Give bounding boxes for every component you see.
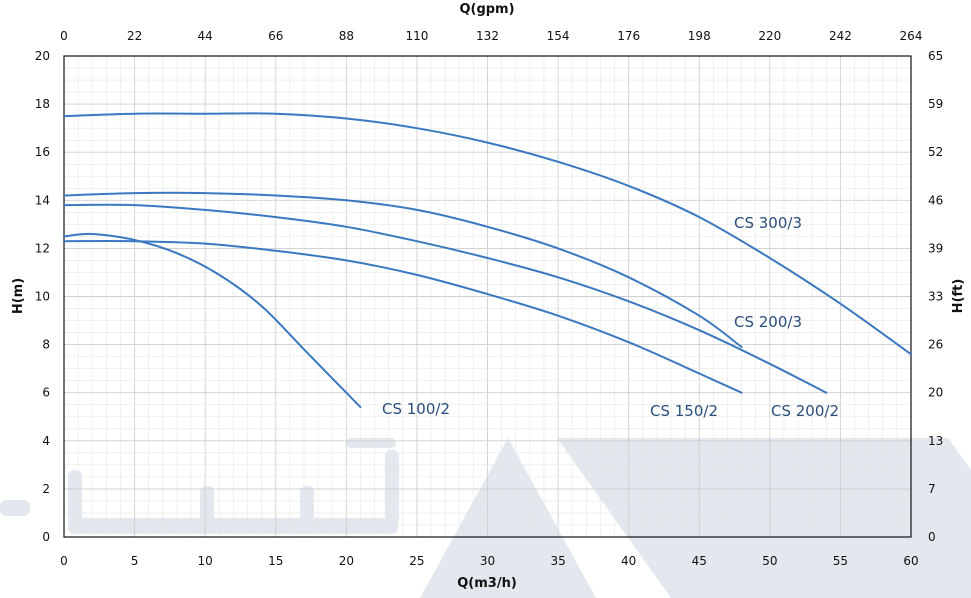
x2-axis-title: Q(gpm) <box>459 2 514 17</box>
y2-tick-label: 59 <box>928 97 943 111</box>
y2-tick-label: 46 <box>928 193 943 207</box>
x2-tick-label: 110 <box>405 29 428 43</box>
label-cs-150-2: CS 150/2 <box>650 402 718 420</box>
watermark-triangle <box>420 438 596 598</box>
plot-frame <box>63 55 912 538</box>
y-axis-ticks: 0 2 4 6 8 10 12 14 16 18 20 <box>35 49 50 544</box>
y2-tick-label: 7 <box>928 482 936 496</box>
x2-tick-label: 132 <box>476 29 499 43</box>
y2-axis-title: H(ft) <box>951 279 966 314</box>
x2-tick-label: 0 <box>60 29 68 43</box>
y-tick-label: 20 <box>35 49 50 63</box>
x2-tick-label: 242 <box>829 29 852 43</box>
y-tick-label: 2 <box>42 482 50 496</box>
series-labels: CS 100/2 CS 150/2 CS 200/2 CS 200/3 CS 3… <box>382 214 839 420</box>
x2-tick-label: 66 <box>268 29 283 43</box>
x-tick-label: 50 <box>762 554 777 568</box>
y-axis-title: H(m) <box>11 278 26 314</box>
x2-tick-label: 220 <box>758 29 781 43</box>
x-axis-ticks: 0 5 10 15 20 25 30 35 40 45 50 55 60 <box>60 554 918 568</box>
y-tick-label: 4 <box>42 434 50 448</box>
watermark-shapes <box>0 438 971 598</box>
label-cs-100-2: CS 100/2 <box>382 400 450 418</box>
y2-tick-label: 0 <box>928 530 936 544</box>
y-tick-label: 0 <box>42 530 50 544</box>
y-tick-label: 16 <box>35 145 50 159</box>
x2-tick-label: 22 <box>127 29 142 43</box>
y2-axis-ticks: 0 7 13 20 26 33 39 46 52 59 65 <box>928 49 943 544</box>
series-curves <box>63 112 912 409</box>
x2-axis-ticks: 0 22 44 66 88 110 132 154 176 198 220 242 264 <box>60 29 922 43</box>
y2-tick-label: 65 <box>928 49 943 63</box>
x-tick-label: 20 <box>339 554 354 568</box>
series-line-cs-300-3 <box>63 112 912 356</box>
x2-tick-label: 88 <box>339 29 354 43</box>
x-tick-label: 0 <box>60 554 68 568</box>
y-tick-label: 14 <box>35 193 50 207</box>
x-tick-label: 5 <box>131 554 139 568</box>
x-tick-label: 55 <box>833 554 848 568</box>
x-tick-label: 40 <box>621 554 636 568</box>
x-tick-label: 10 <box>198 554 213 568</box>
y2-tick-label: 13 <box>928 434 943 448</box>
y-tick-label: 6 <box>42 386 50 400</box>
x2-tick-label: 154 <box>547 29 570 43</box>
x-tick-label: 35 <box>550 554 565 568</box>
x-tick-label: 30 <box>480 554 495 568</box>
y-tick-label: 10 <box>35 290 50 304</box>
series-line-cs-200-2 <box>63 203 828 394</box>
x-tick-label: 25 <box>409 554 424 568</box>
grid <box>63 55 912 538</box>
label-cs-300-3: CS 300/3 <box>734 214 802 232</box>
series-line-cs-200-3 <box>63 191 743 348</box>
y2-tick-label: 52 <box>928 145 943 159</box>
y2-tick-label: 20 <box>928 386 943 400</box>
x2-tick-label: 44 <box>198 29 213 43</box>
x-tick-label: 15 <box>268 554 283 568</box>
series-line-cs-150-2 <box>63 240 743 394</box>
x-axis-title: Q(m3/h) <box>457 576 517 591</box>
x-tick-label: 60 <box>903 554 918 568</box>
watermark-band <box>557 438 971 598</box>
y-tick-label: 12 <box>35 241 50 255</box>
watermark-logo <box>0 438 399 534</box>
y-tick-label: 8 <box>42 338 50 352</box>
label-cs-200-3: CS 200/3 <box>734 313 802 331</box>
y2-tick-label: 26 <box>928 338 943 352</box>
y2-tick-label: 39 <box>928 241 943 255</box>
series-line-cs-100-2 <box>63 232 362 409</box>
x2-tick-label: 198 <box>688 29 711 43</box>
x-tick-label: 45 <box>692 554 707 568</box>
x2-tick-label: 176 <box>617 29 640 43</box>
label-cs-200-2: CS 200/2 <box>771 402 839 420</box>
y2-tick-label: 33 <box>928 290 943 304</box>
x2-tick-label: 264 <box>900 29 923 43</box>
y-tick-label: 18 <box>35 97 50 111</box>
